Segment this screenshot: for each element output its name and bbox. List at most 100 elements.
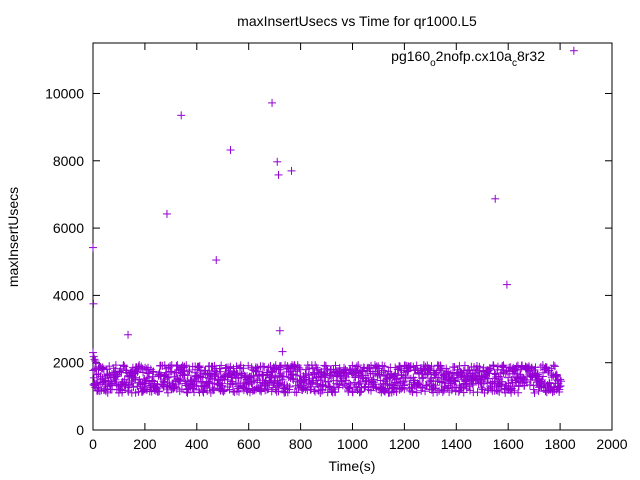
data-point bbox=[239, 364, 248, 373]
legend-label: pg160o2nofp.cx10ac8r32 bbox=[391, 48, 545, 69]
data-point bbox=[226, 146, 235, 155]
data-point bbox=[529, 385, 538, 394]
data-point bbox=[380, 362, 389, 371]
x-tick-label: 0 bbox=[89, 436, 97, 452]
data-point bbox=[175, 387, 184, 396]
data-point bbox=[355, 379, 364, 388]
data-point bbox=[105, 362, 114, 371]
data-point bbox=[124, 330, 133, 339]
data-point bbox=[276, 365, 285, 374]
data-point bbox=[398, 383, 407, 392]
data-point bbox=[352, 362, 361, 371]
x-tick-label: 1400 bbox=[441, 436, 472, 452]
data-point bbox=[466, 386, 475, 395]
x-axis: 0 200 400 600 800 1000 1200 1400 1600 1800 2000 bbox=[89, 43, 628, 452]
data-point bbox=[498, 362, 507, 371]
data-point bbox=[321, 361, 330, 370]
data-point bbox=[354, 361, 363, 370]
data-point bbox=[98, 364, 107, 373]
data-point bbox=[249, 376, 258, 385]
data-point bbox=[412, 388, 421, 397]
data-point bbox=[217, 361, 226, 370]
data-point bbox=[212, 256, 221, 265]
legend-label-subscript-2: c bbox=[512, 58, 517, 69]
data-point bbox=[212, 369, 221, 378]
data-point bbox=[356, 388, 365, 397]
data-points bbox=[89, 98, 566, 397]
data-point bbox=[272, 387, 281, 396]
data-point bbox=[547, 373, 556, 382]
data-point bbox=[173, 361, 182, 370]
data-point bbox=[369, 375, 378, 384]
data-point bbox=[252, 366, 261, 375]
data-point bbox=[399, 378, 408, 387]
x-tick-label: 200 bbox=[133, 436, 157, 452]
x-tick-label: 1000 bbox=[337, 436, 368, 452]
data-point bbox=[502, 280, 511, 289]
data-point bbox=[400, 377, 409, 386]
data-point bbox=[545, 378, 554, 387]
data-point bbox=[271, 361, 280, 370]
data-point bbox=[412, 361, 421, 370]
data-point bbox=[555, 382, 564, 391]
data-point bbox=[533, 370, 542, 379]
data-point bbox=[162, 368, 171, 377]
data-point bbox=[550, 362, 559, 371]
data-point bbox=[379, 366, 388, 375]
legend: pg160o2nofp.cx10ac8r32 bbox=[391, 46, 578, 69]
data-point bbox=[394, 379, 403, 388]
data-point bbox=[287, 166, 296, 175]
data-point bbox=[367, 361, 376, 370]
data-point bbox=[429, 383, 438, 392]
data-point bbox=[431, 381, 440, 390]
data-point bbox=[177, 111, 186, 120]
data-point bbox=[285, 385, 294, 394]
data-point bbox=[556, 381, 565, 390]
data-point bbox=[90, 355, 99, 364]
data-point bbox=[512, 362, 521, 371]
data-point bbox=[475, 367, 484, 376]
data-point bbox=[273, 157, 282, 166]
data-point bbox=[185, 367, 194, 376]
data-point bbox=[148, 368, 157, 377]
y-axis: 0 2000 4000 6000 8000 10000 bbox=[45, 85, 612, 438]
data-point bbox=[478, 385, 487, 394]
y-axis-label: maxInsertUsecs bbox=[5, 187, 21, 287]
data-point bbox=[366, 386, 375, 395]
data-point bbox=[557, 377, 566, 386]
data-point bbox=[124, 387, 133, 396]
data-point bbox=[498, 377, 507, 386]
data-point bbox=[251, 363, 260, 372]
data-point bbox=[364, 373, 373, 382]
data-point bbox=[182, 361, 191, 370]
data-point bbox=[149, 367, 158, 376]
legend-label-subscript-1: o bbox=[430, 58, 436, 69]
data-point bbox=[195, 363, 204, 372]
data-point bbox=[409, 362, 418, 371]
data-point bbox=[146, 381, 155, 390]
x-tick-label: 1200 bbox=[389, 436, 420, 452]
data-point bbox=[96, 380, 105, 389]
x-tick-label: 800 bbox=[289, 436, 313, 452]
data-point bbox=[480, 372, 489, 381]
data-point bbox=[460, 361, 469, 370]
data-point bbox=[154, 387, 163, 396]
data-point bbox=[206, 374, 215, 383]
data-point bbox=[90, 365, 99, 374]
data-point bbox=[120, 362, 129, 371]
y-tick-label: 8000 bbox=[53, 153, 84, 169]
chart-title: maxInsertUsecs vs Time for qr1000.L5 bbox=[237, 13, 477, 29]
data-point bbox=[89, 348, 97, 357]
data-point bbox=[473, 388, 482, 397]
data-point bbox=[418, 374, 427, 383]
data-point bbox=[268, 98, 277, 107]
data-point bbox=[176, 375, 185, 384]
x-tick-label: 2000 bbox=[596, 436, 627, 452]
data-point bbox=[495, 387, 504, 396]
data-point bbox=[499, 361, 508, 370]
data-point bbox=[275, 326, 284, 335]
data-point bbox=[308, 378, 317, 387]
data-point bbox=[244, 361, 253, 370]
data-point bbox=[112, 372, 121, 381]
